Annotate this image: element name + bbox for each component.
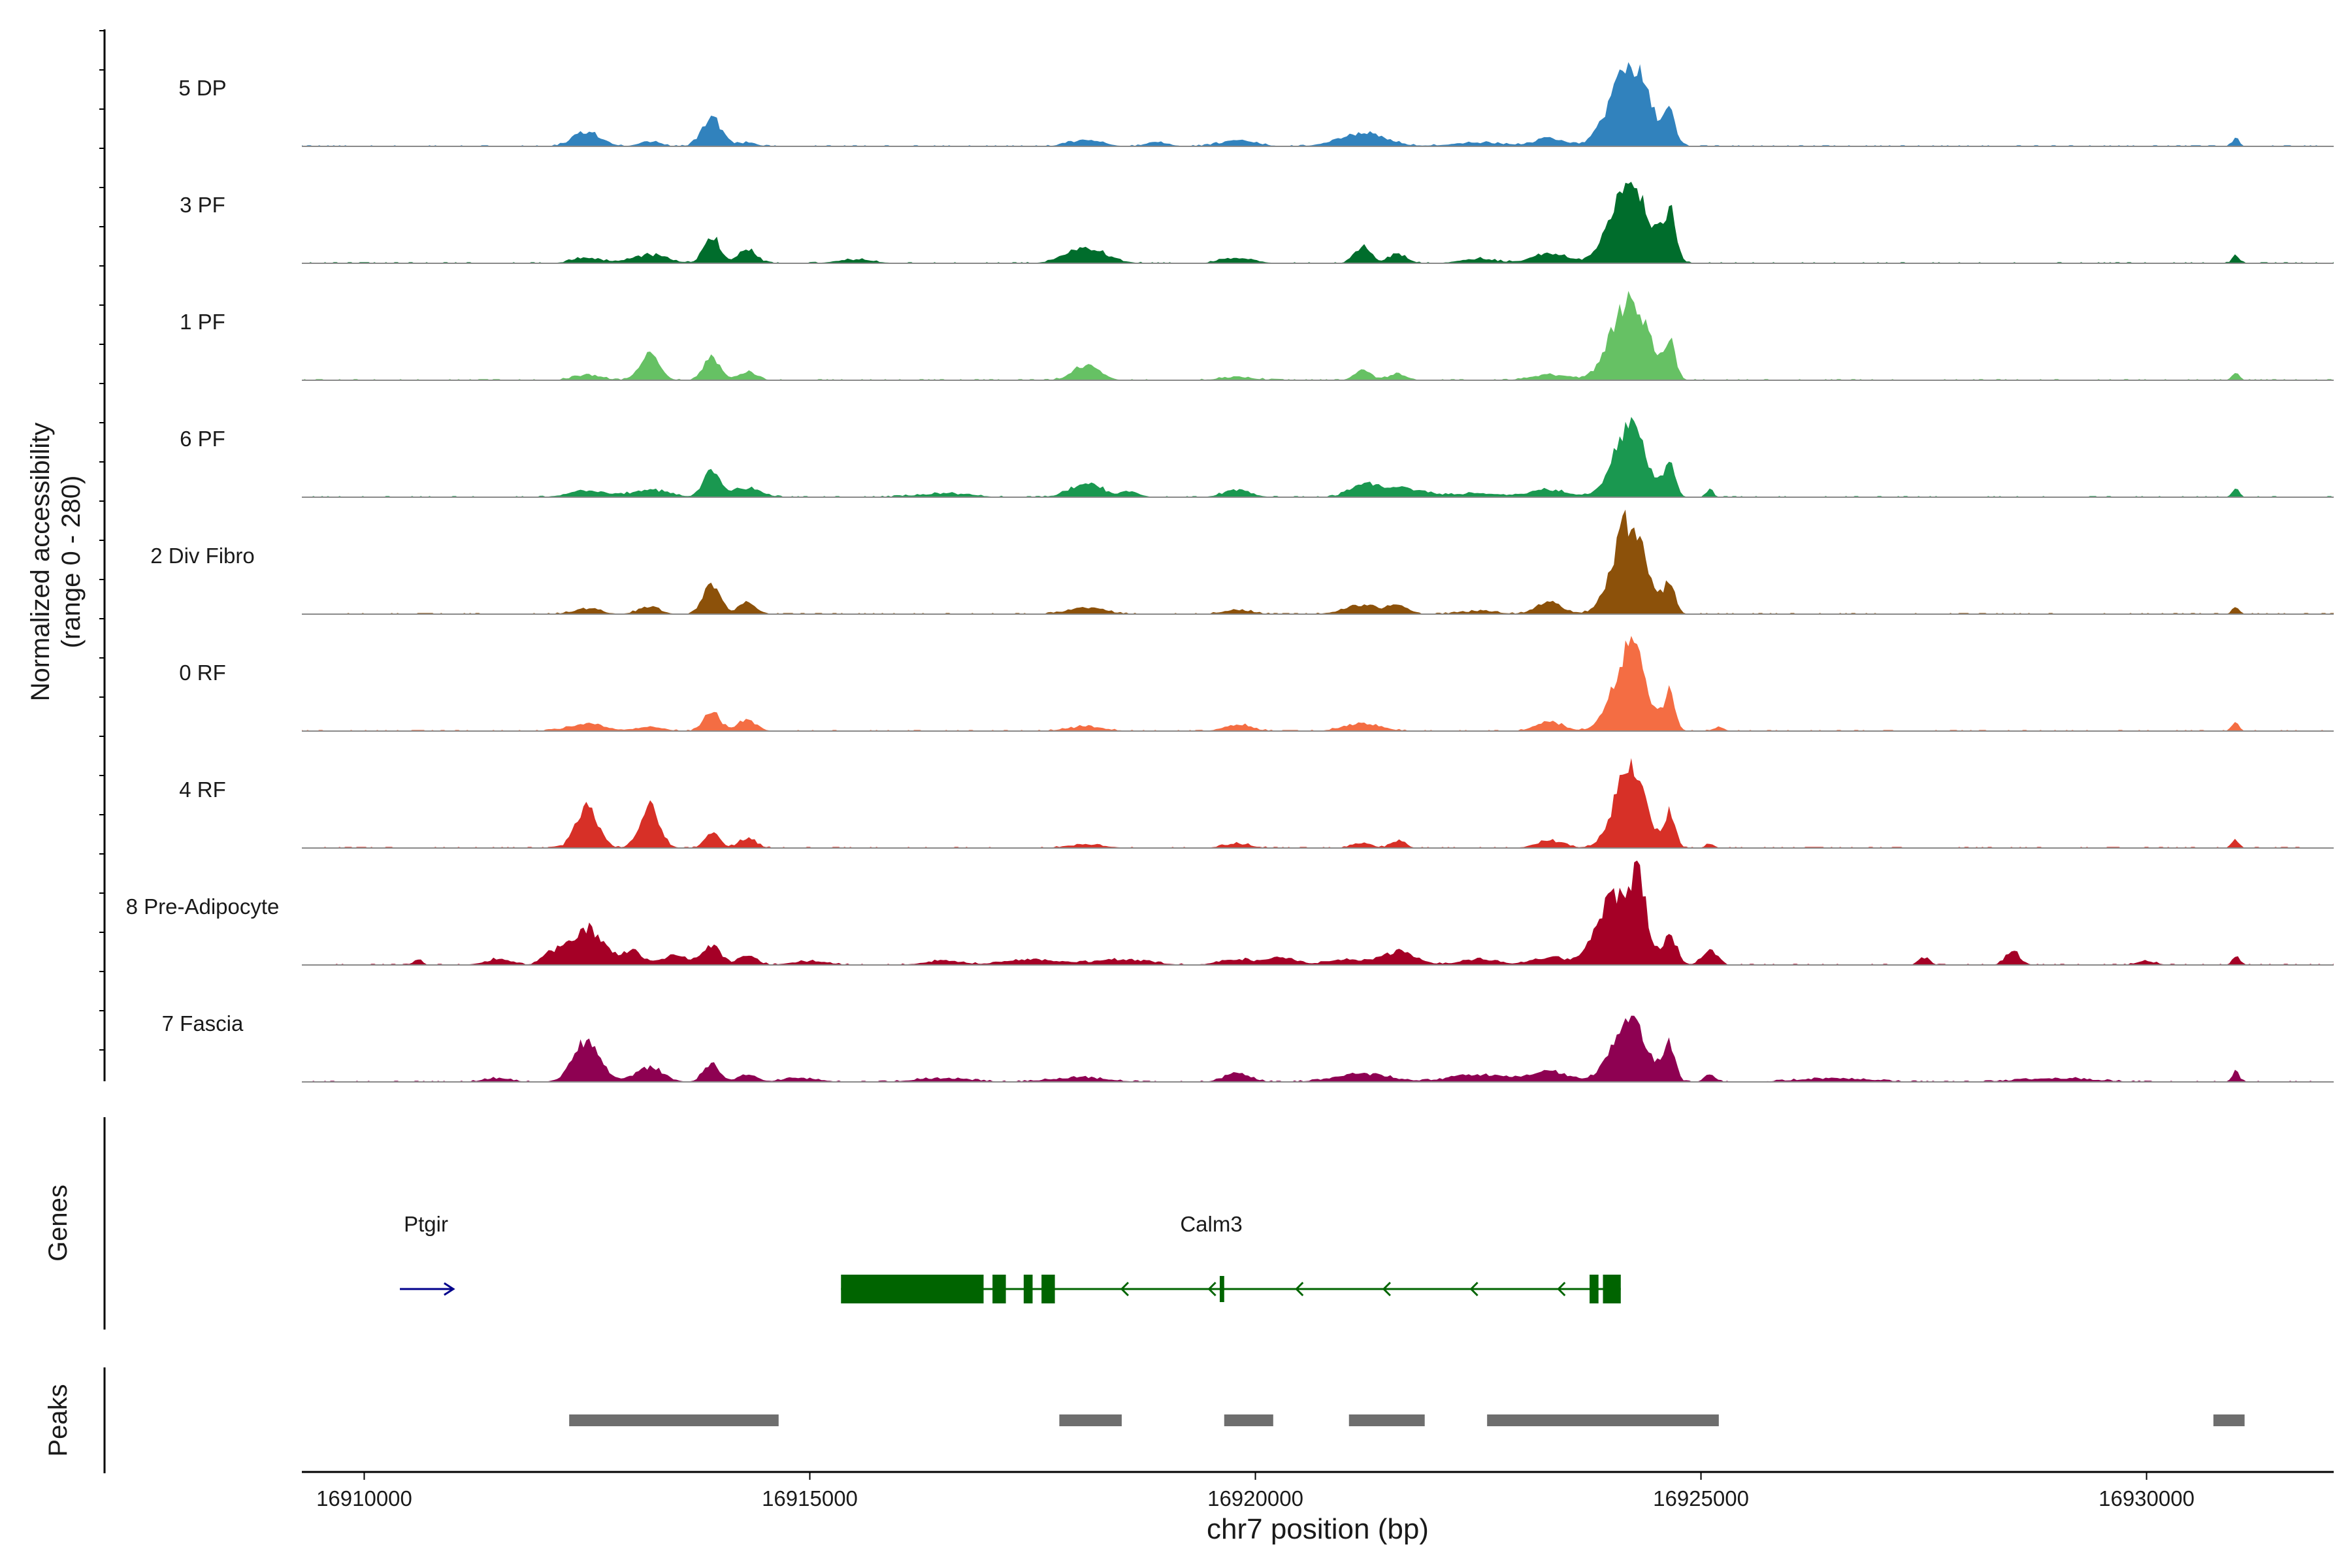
x-tick-label: 16920000 bbox=[1207, 1486, 1303, 1511]
track-label: 4 RF bbox=[179, 777, 226, 802]
y-axis-ticks bbox=[99, 30, 105, 1051]
strand-arrow bbox=[1469, 1281, 1478, 1297]
exon-block bbox=[1023, 1275, 1033, 1303]
x-tick-label: 16910000 bbox=[316, 1486, 412, 1511]
exon-block bbox=[1219, 1276, 1224, 1302]
track-label: 7 Fascia bbox=[162, 1011, 244, 1036]
peaks-track bbox=[569, 1414, 2245, 1426]
peak-region bbox=[1059, 1414, 1122, 1426]
track-label: 2 Div Fibro bbox=[150, 544, 255, 568]
peak-region bbox=[1487, 1414, 1719, 1426]
peaks-panel-label: Peaks bbox=[44, 1384, 73, 1456]
coverage-area-8-pre-adipocyte bbox=[302, 860, 2334, 965]
track-label: 0 RF bbox=[179, 661, 226, 685]
track-label: 1 PF bbox=[180, 310, 225, 334]
x-axis-ticks: 16910000 16915000 16920000 16925000 16930000 bbox=[316, 1472, 2195, 1511]
strand-arrow bbox=[444, 1282, 455, 1296]
genes-panel-label: Genes bbox=[44, 1184, 73, 1262]
x-tick-label: 16930000 bbox=[2099, 1486, 2195, 1511]
strand-arrow bbox=[1295, 1281, 1304, 1297]
exon-block bbox=[1603, 1275, 1621, 1303]
coverage-area-3-pf bbox=[302, 182, 2334, 263]
x-axis-label: chr7 position (bp) bbox=[1207, 1513, 1429, 1545]
strand-arrow bbox=[1557, 1281, 1566, 1297]
coverage-area-4-rf bbox=[302, 758, 2334, 848]
track-label: 5 DP bbox=[178, 76, 226, 100]
x-tick-label: 16925000 bbox=[1653, 1486, 1749, 1511]
x-tick-label: 16915000 bbox=[762, 1486, 858, 1511]
peak-region bbox=[2213, 1414, 2245, 1426]
peak-region bbox=[1348, 1414, 1425, 1426]
coverage-area-1-pf bbox=[302, 291, 2334, 380]
coverage-area-5-dp bbox=[302, 62, 2334, 146]
y-axis-label: Normalized accessibility bbox=[26, 423, 55, 702]
track-label: 3 PF bbox=[180, 193, 225, 217]
coverage-area-2-div-fibro bbox=[302, 510, 2334, 614]
exon-block bbox=[841, 1275, 984, 1303]
coverage-area-0-rf bbox=[302, 636, 2334, 731]
track-label: 6 PF bbox=[180, 427, 225, 451]
track-label: 8 Pre-Adipocyte bbox=[126, 894, 280, 919]
track-labels: 5 DP 3 PF 1 PF 6 PF 2 Div Fibro 0 RF 4 RF 8 Pre… bbox=[126, 76, 280, 1036]
genes-track: Ptgir Calm3 bbox=[400, 1212, 1621, 1303]
strand-arrow bbox=[1120, 1281, 1129, 1297]
strand-arrow bbox=[1207, 1281, 1217, 1297]
gene-label: Calm3 bbox=[1180, 1212, 1242, 1236]
coverage-area-6-pf bbox=[302, 417, 2334, 497]
exon-block bbox=[1041, 1275, 1055, 1303]
exon-block bbox=[1590, 1275, 1599, 1303]
peak-region bbox=[569, 1414, 779, 1426]
exon-block bbox=[992, 1275, 1006, 1303]
y-axis-range-label: (range 0 - 280) bbox=[57, 476, 86, 649]
coverage-tracks bbox=[302, 62, 2334, 1083]
gene-label: Ptgir bbox=[404, 1212, 448, 1236]
coverage-area-7-fascia bbox=[302, 1015, 2334, 1082]
strand-arrow bbox=[1382, 1281, 1392, 1297]
peak-region bbox=[1224, 1414, 1273, 1426]
